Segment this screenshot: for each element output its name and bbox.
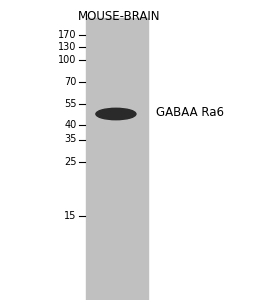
Text: 15: 15: [64, 211, 77, 221]
Text: MOUSE-BRAIN: MOUSE-BRAIN: [78, 10, 160, 23]
Text: 70: 70: [64, 76, 77, 87]
Text: 35: 35: [64, 134, 77, 145]
Text: 40: 40: [65, 119, 77, 130]
Text: GABAA Ra6: GABAA Ra6: [156, 106, 224, 119]
Text: 130: 130: [58, 41, 77, 52]
Text: 100: 100: [58, 55, 77, 65]
Bar: [86, 18, 148, 300]
Ellipse shape: [96, 108, 136, 120]
Text: 170: 170: [58, 29, 77, 40]
Text: 25: 25: [64, 157, 77, 167]
Text: 55: 55: [64, 99, 77, 110]
